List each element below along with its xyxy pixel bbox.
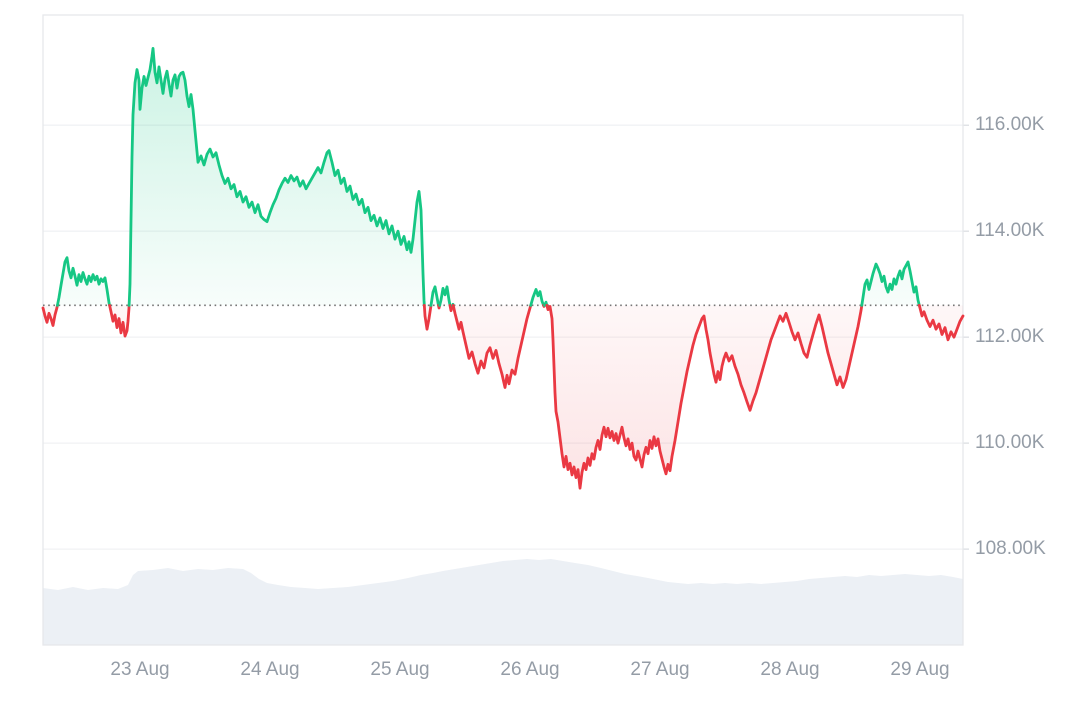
x-axis-label: 25 Aug [370, 659, 430, 680]
y-axis-label: 110.00K [975, 432, 1045, 454]
x-axis-label: 26 Aug [500, 659, 560, 680]
y-axis-label: 116.00K [975, 114, 1045, 136]
price-fills [43, 48, 963, 489]
x-axis-label: 29 Aug [890, 659, 950, 680]
y-axis-label: 112.00K [975, 326, 1045, 348]
x-axis-label: 27 Aug [630, 659, 690, 680]
x-axis-label: 23 Aug [110, 659, 170, 680]
x-axis-label: 24 Aug [240, 659, 300, 680]
y-axis-label: 114.00K [975, 220, 1045, 242]
price-line [41, 46, 965, 490]
volume-area [43, 559, 963, 645]
x-axis-label: 28 Aug [760, 659, 820, 680]
y-axis-label: 108.00K [975, 538, 1046, 560]
